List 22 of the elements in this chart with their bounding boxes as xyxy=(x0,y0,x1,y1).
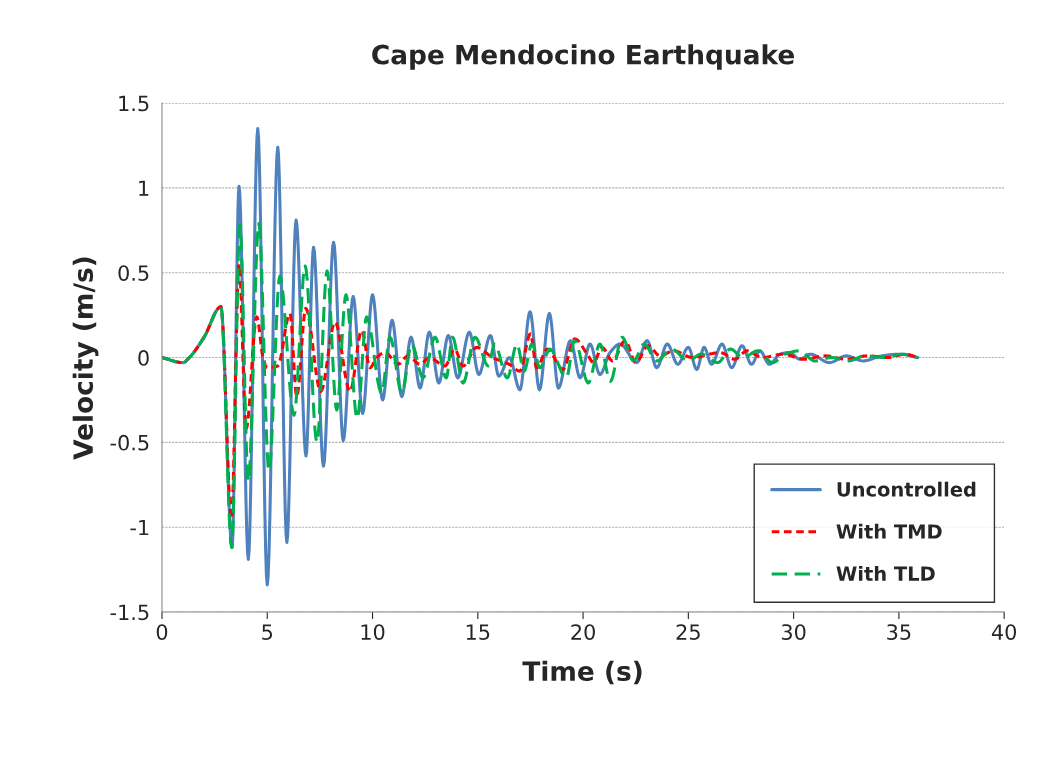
legend-label: Uncontrolled xyxy=(837,481,976,497)
x-tick-label: 30 xyxy=(781,624,806,640)
x-tick-label: 25 xyxy=(676,624,700,640)
x-axis-title: Time (s) xyxy=(522,660,642,685)
x-tick-label: 10 xyxy=(361,624,385,640)
y-axis-title: Velocity (m/s) xyxy=(72,257,99,460)
x-tick-label: 0 xyxy=(156,624,168,640)
x-tick-label: 5 xyxy=(262,624,273,640)
legend-label: With TMD xyxy=(836,523,942,539)
y-tick-label: 0.5 xyxy=(118,265,149,281)
y-tick-label: 1.5 xyxy=(119,95,149,112)
x-tick-label: 35 xyxy=(887,624,911,640)
x-tick-label: 15 xyxy=(466,624,490,640)
x-tick-label: 20 xyxy=(571,624,595,640)
chart-title: Cape Mendocino Earthquake xyxy=(372,44,794,70)
y-tick-label: 0 xyxy=(138,350,149,366)
legend-label: With TLD xyxy=(836,565,935,581)
y-tick-label: -0.5 xyxy=(110,434,149,451)
y-tick-label: -1.5 xyxy=(110,604,149,621)
y-tick-label: -1 xyxy=(130,519,149,536)
x-tick-label: 40 xyxy=(991,624,1017,640)
y-tick-label: 1 xyxy=(139,180,149,196)
